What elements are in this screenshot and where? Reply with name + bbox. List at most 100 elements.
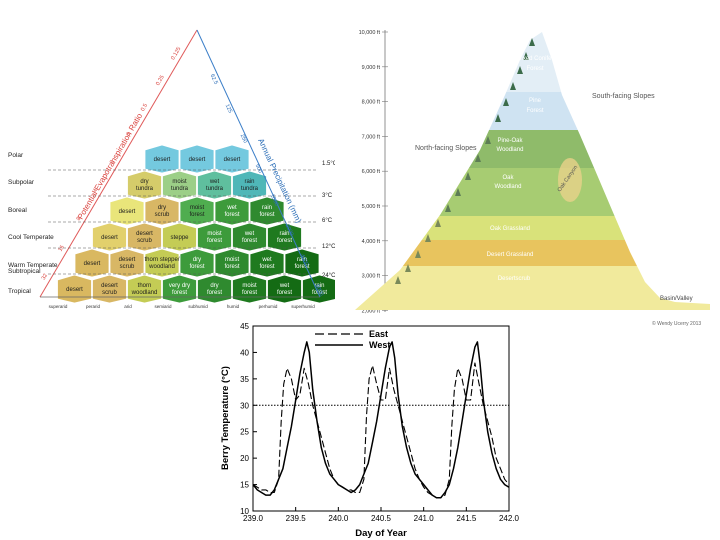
life-zone-label-line: moist	[190, 205, 205, 211]
life-zone-label-line: wet	[279, 283, 290, 289]
biotemperature-label: 24°C	[322, 273, 335, 279]
life-zone-label: desert	[224, 157, 241, 163]
band-pine-oak	[355, 130, 710, 168]
altitude-label: 10,000 ft	[359, 30, 381, 36]
y-tick-label: 45	[240, 322, 249, 331]
life-zone-label-line: rain	[244, 179, 254, 185]
life-zone-label: rain forest	[259, 205, 274, 218]
y-tick-label: 15	[240, 481, 249, 490]
tree-icon	[523, 52, 529, 60]
life-zone-label: desert	[66, 287, 83, 293]
x-axis-ticks: 239.0 239.5 240.0 240.5 241.0 241.5 242.0	[243, 507, 520, 523]
humidity-province-labels: superarid perarid arid semiarid subhumid humi…	[49, 304, 316, 309]
life-zone-label: moist forest	[224, 257, 239, 270]
vegetation-zone-label: Forest	[526, 108, 543, 114]
vegetation-zone-label: Mixed Conifer	[516, 56, 553, 62]
vegetation-zone-labels: Mixed Conifer Forest Pine Forest Pine-Oak Woo…	[487, 56, 554, 282]
humidity-province-label: humid	[227, 304, 240, 309]
life-zone-label: desert scrub	[136, 231, 153, 244]
life-zone-label-line: desert	[84, 261, 101, 267]
life-zone-cell	[249, 196, 285, 226]
life-zone-label: thorn steppe/woodland	[144, 257, 179, 270]
life-zone-cell	[214, 248, 250, 278]
life-zone-label-line: scrub	[155, 212, 170, 218]
humidity-province-label: superhumid	[291, 304, 315, 309]
altitude-label: 6,000 ft	[362, 169, 381, 175]
right-axis-edge	[196, 29, 321, 298]
life-zone-label: dry forest	[189, 257, 204, 270]
vegetation-zone-label: Forest	[526, 66, 543, 72]
y-tick-label: 10	[240, 507, 249, 516]
x-tick-label: 239.0	[243, 514, 264, 523]
altitude-label: 4,000 ft	[362, 239, 381, 245]
altitude-labels: 10,000 ft 9,000 ft 8,000 ft 7,000 ft 6,000 f…	[359, 30, 388, 314]
life-zone-cells	[57, 144, 335, 304]
oak-canyon-patch	[558, 158, 582, 202]
credit-text: © Wendy Ucerry 2013	[652, 320, 701, 327]
biotemperature-label: 6°C	[322, 218, 333, 224]
left-axis-edge	[39, 29, 198, 298]
right-axis-value: 4000	[299, 253, 310, 267]
vegetation-zone-label: Oak Grassland	[490, 226, 530, 232]
left-axis-value: 0.5	[140, 103, 149, 113]
life-zone-cell	[249, 248, 285, 278]
y-tick-label: 25	[240, 428, 249, 437]
life-zone-label: moist forest	[242, 283, 257, 296]
x-tick-label: 240.5	[371, 514, 392, 523]
y-tick-label: 20	[240, 454, 249, 463]
life-zone-label: dry forest	[207, 283, 222, 296]
life-zone-label-line: wet	[209, 179, 220, 185]
life-zone-label-line: forest	[207, 238, 222, 244]
life-zone-label: desert scrub	[101, 283, 118, 296]
life-zone-label-line: forest	[224, 264, 239, 270]
life-zone-cell	[197, 170, 232, 200]
life-zone-label: desert	[101, 235, 118, 241]
right-axis-value: 62.5	[209, 73, 219, 85]
life-zone-label: rain forest	[277, 231, 292, 244]
humidity-province-label: semiarid	[154, 304, 172, 309]
life-zone-label: moist forest	[207, 231, 222, 244]
life-zone-label: wet forest	[259, 257, 274, 270]
life-zone-label-line: very dry	[169, 283, 190, 289]
band-oak-woodland	[355, 168, 710, 216]
latitudinal-region-label: Subpolar	[8, 179, 35, 186]
life-zone-label-line: moist	[207, 231, 222, 237]
y-tick-label: 35	[240, 375, 249, 384]
life-zone-label-line: tundra	[241, 186, 259, 192]
life-zone-label-line: forest	[277, 290, 292, 296]
life-zone-label-line: wet	[244, 231, 255, 237]
life-zone-label-line: scrub	[137, 238, 152, 244]
altitude-label: 7,000 ft	[362, 134, 381, 140]
tree-icon	[425, 234, 431, 242]
life-zone-label-line: tundra	[206, 186, 224, 192]
north-slopes-label: North-facing Slopes	[415, 145, 477, 152]
south-slopes-label: South-facing Slopes	[592, 93, 655, 100]
life-zone-label-line: desert	[66, 287, 83, 293]
life-zone-label-line: dry	[193, 257, 201, 263]
y-tick-label: 40	[240, 348, 249, 357]
life-zone-label-line: rain	[279, 231, 289, 237]
biotemperature-labels: 1.5°C 3°C 6°C 12°C 24°C	[322, 161, 335, 279]
life-zone-cell	[214, 144, 250, 174]
life-zone-label-line: steppe	[170, 235, 189, 241]
altitude-label: 3,000 ft	[362, 274, 381, 280]
life-zone-label-line: forest	[312, 290, 327, 296]
y-tick-label: 30	[240, 401, 249, 410]
life-zone-label-line: moist	[172, 179, 187, 185]
life-zone-label-line: scrub	[102, 290, 117, 296]
altitude-label: 8,000 ft	[362, 100, 381, 106]
right-axis-value: 500	[254, 163, 263, 174]
life-zone-label-line: rain	[262, 205, 272, 211]
life-zone-cell	[214, 196, 250, 226]
life-zone-cell	[109, 196, 145, 226]
life-zone-label-line: tundra	[136, 186, 154, 192]
life-zone-cell	[127, 222, 162, 252]
life-zone-label-line: forest	[277, 238, 292, 244]
life-zone-cell	[162, 274, 197, 304]
plot-frame	[252, 325, 510, 512]
humidity-province-label: superarid	[49, 304, 68, 309]
vegetation-zone-label: Woodland	[497, 147, 524, 153]
life-zone-cell	[92, 274, 127, 304]
life-zone-label: desert	[84, 261, 101, 267]
humidity-province-label: perhumid	[259, 304, 278, 309]
